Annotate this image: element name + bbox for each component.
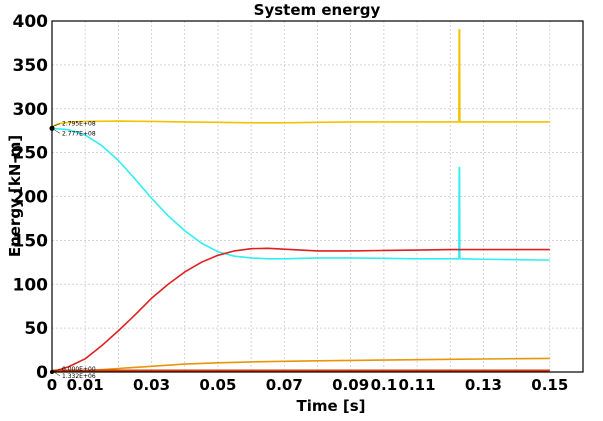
y-tick-label: 100 xyxy=(13,275,49,295)
x-axis-title: Time [s] xyxy=(296,397,365,415)
annotation-label: 2.777E+08 xyxy=(62,130,96,137)
annotation-label: 2.795E+08 xyxy=(62,121,96,128)
x-tick-label: 0.01 xyxy=(67,376,104,394)
y-tick-label: 250 xyxy=(13,144,49,164)
x-tick-label: 0.13 xyxy=(465,376,502,394)
x-tick-label: 0.1 xyxy=(371,376,398,394)
series-line-1 xyxy=(51,28,550,128)
grid xyxy=(51,20,584,373)
y-tick-label: 400 xyxy=(13,12,49,32)
y-tick-label: 300 xyxy=(13,100,49,120)
annotation-label: 0.000E+00 xyxy=(62,366,96,373)
series-layer xyxy=(51,28,550,373)
x-tick-label: 0.03 xyxy=(133,376,170,394)
x-tick-label: 0.11 xyxy=(399,376,436,394)
x-tick-label: 0.15 xyxy=(531,376,568,394)
series-line-3 xyxy=(51,247,550,373)
tick-labels: 0 50 100 150 200 250 300 350 400 0 0.01 0.03 0.05 0.0… xyxy=(13,12,569,394)
y-tick-label: 200 xyxy=(13,188,49,208)
x-tick-label: 0.09 xyxy=(332,376,369,394)
y-tick-label: 350 xyxy=(13,56,49,76)
chart-title: System energy xyxy=(254,1,381,19)
x-tick-label: 0 xyxy=(47,376,57,394)
annotation-leader xyxy=(51,128,61,134)
y-axis-title: Energy [kN-m] xyxy=(6,135,24,257)
plot-frame xyxy=(51,20,584,373)
series-line-2 xyxy=(51,127,550,261)
annotation-leader xyxy=(51,370,61,377)
x-tick-label: 0.05 xyxy=(199,376,236,394)
y-tick-label: 50 xyxy=(24,319,48,339)
y-tick-label: 0 xyxy=(36,363,48,383)
annotation-leader xyxy=(51,123,61,127)
series-line-4 xyxy=(51,357,550,373)
annotations: 2.795E+08 2.777E+08 0.000E+001.332E+06 xyxy=(51,121,96,380)
y-tick-label: 150 xyxy=(13,231,49,251)
annotation-label: 1.332E+06 xyxy=(62,373,96,380)
x-tick-label: 0.07 xyxy=(266,376,303,394)
